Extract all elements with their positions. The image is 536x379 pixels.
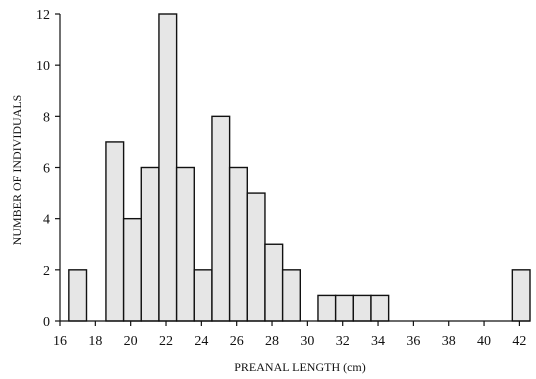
x-tick-label-18: 18 xyxy=(88,334,102,349)
x-tick-label-42: 42 xyxy=(512,334,526,349)
histogram-bar-14 xyxy=(352,294,372,322)
x-tick-label-36: 36 xyxy=(406,334,420,349)
histogram-bar-11 xyxy=(281,269,302,322)
histogram-bar-9 xyxy=(246,192,266,322)
y-ticks-group: 0 2 4 6 8 10 12 xyxy=(36,8,60,330)
histogram-bar-3 xyxy=(140,166,160,322)
x-tick-label-30: 30 xyxy=(300,334,314,349)
x-tick-label-22: 22 xyxy=(159,334,173,349)
bars-group xyxy=(68,13,531,322)
y-tick-label-8: 8 xyxy=(43,110,50,125)
y-tick-label-12: 12 xyxy=(36,8,50,23)
histogram-bar-8 xyxy=(228,166,248,322)
histogram-bar-15 xyxy=(370,294,390,322)
y-axis-title: NUMBER OF INDIVIDUALS xyxy=(10,95,24,246)
x-axis-title: PREANAL LENGTH (cm) xyxy=(234,360,366,374)
x-tick-label-34: 34 xyxy=(371,334,385,349)
x-tick-label-32: 32 xyxy=(336,334,350,349)
x-tick-label-28: 28 xyxy=(265,334,279,349)
histogram-bar-1 xyxy=(105,141,125,322)
histogram-bar-10 xyxy=(264,243,284,322)
histogram-bar-13 xyxy=(334,294,355,322)
x-tick-label-40: 40 xyxy=(477,334,491,349)
histogram-bar-6 xyxy=(193,269,213,322)
x-tick-label-38: 38 xyxy=(442,334,456,349)
y-tick-label-2: 2 xyxy=(43,264,50,279)
y-tick-label-10: 10 xyxy=(36,59,50,74)
histogram-bar-7 xyxy=(211,115,231,322)
y-tick-label-4: 4 xyxy=(43,213,50,228)
x-tick-label-26: 26 xyxy=(230,334,244,349)
histogram-bar-16 xyxy=(511,269,531,322)
histogram-bar-2 xyxy=(122,217,142,322)
x-tick-label-16: 16 xyxy=(53,334,67,349)
histogram-bar-5 xyxy=(175,166,195,322)
x-tick-label-24: 24 xyxy=(194,334,208,349)
x-ticks-group: 16 18 20 22 24 26 28 30 32 34 36 38 40 42 xyxy=(53,321,526,349)
histogram-bar-4 xyxy=(158,13,178,322)
x-tick-label-20: 20 xyxy=(124,334,138,349)
y-tick-label-6: 6 xyxy=(43,162,50,177)
histogram-bar-12 xyxy=(317,294,337,322)
y-tick-label-0: 0 xyxy=(43,315,50,330)
histogram-bar-0 xyxy=(68,269,88,322)
